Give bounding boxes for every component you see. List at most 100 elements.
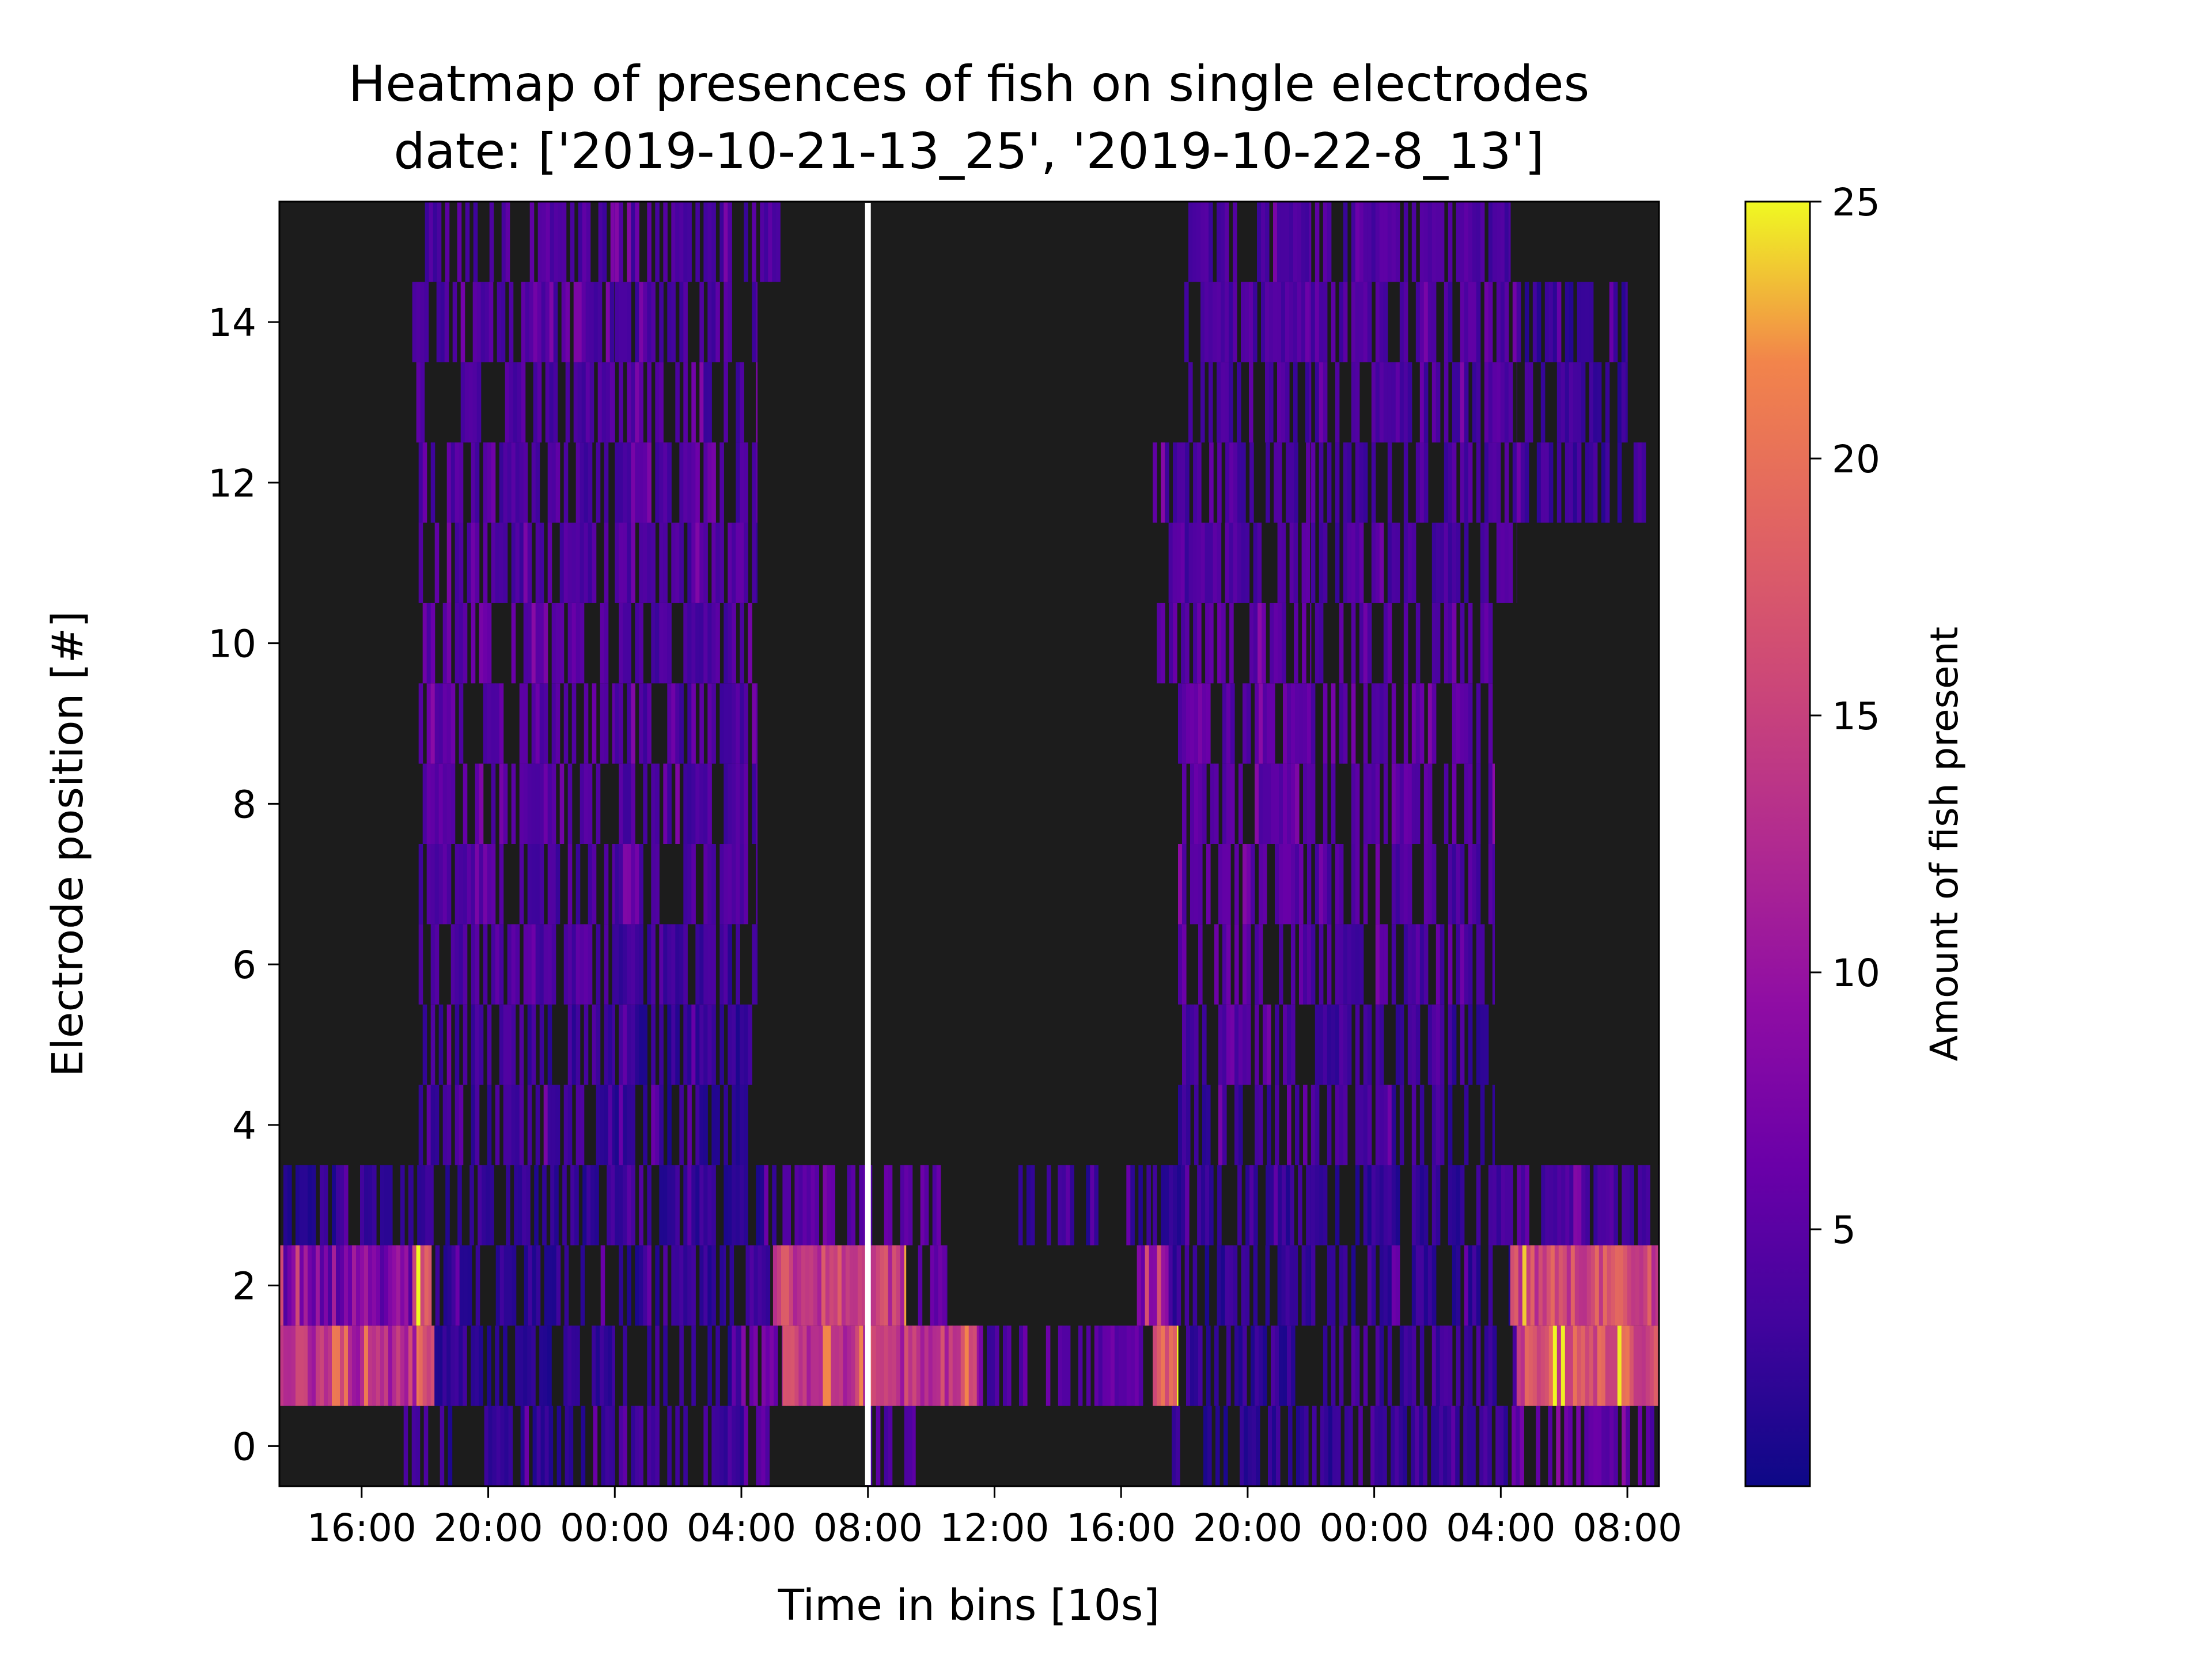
heatmap-cell	[691, 1004, 696, 1085]
heatmap-cell	[1046, 1165, 1051, 1245]
heatmap-cell	[703, 1406, 708, 1486]
heatmap-cell	[320, 1325, 324, 1406]
heatmap-cell	[1371, 362, 1376, 443]
heatmap-cell	[475, 924, 480, 1005]
heatmap-cell	[434, 1325, 439, 1406]
heatmap-cell	[1291, 924, 1296, 1005]
heatmap-cell	[324, 1325, 328, 1406]
heatmap-cell	[1448, 1165, 1453, 1245]
heatmap-cell	[1205, 522, 1210, 603]
heatmap-cell	[1283, 1325, 1287, 1406]
heatmap-cell	[1626, 1406, 1630, 1486]
heatmap-cell	[1383, 1165, 1388, 1245]
heatmap-cell	[279, 1245, 284, 1326]
heatmap-cell	[1255, 683, 1259, 764]
heatmap-cell	[527, 1004, 532, 1085]
heatmap-cell	[1310, 1245, 1316, 1326]
heatmap-cell	[1609, 282, 1614, 362]
heatmap-cell	[1251, 1325, 1255, 1406]
heatmap-cell	[1630, 1165, 1634, 1245]
heatmap-cell	[450, 924, 456, 1005]
heatmap-cell	[1468, 1245, 1473, 1326]
heatmap-cell	[1289, 1245, 1294, 1326]
heatmap-cell	[484, 1406, 489, 1486]
heatmap-cell	[912, 1406, 916, 1486]
heatmap-cell	[451, 1245, 456, 1326]
heatmap-cell	[1557, 1165, 1562, 1245]
heatmap-cell	[1419, 924, 1425, 1005]
heatmap-cell	[1182, 683, 1187, 764]
heatmap-cell	[1287, 844, 1291, 925]
heatmap-cell	[703, 603, 708, 684]
heatmap-cell	[588, 442, 593, 523]
heatmap-cell	[655, 442, 660, 523]
heatmap-cell	[1594, 1245, 1600, 1326]
heatmap-cell	[1468, 763, 1473, 844]
heatmap-cell	[1161, 1245, 1166, 1326]
heatmap-cell	[1351, 683, 1356, 764]
heatmap-cell	[569, 1406, 574, 1486]
heatmap-cell	[789, 1245, 794, 1326]
heatmap-cell	[711, 282, 716, 362]
heatmap-cell	[1351, 1245, 1356, 1326]
heatmap-cell	[987, 1325, 991, 1406]
heatmap-cell	[728, 1325, 732, 1406]
heatmap-cell	[639, 1245, 643, 1326]
heatmap-cell	[1375, 1165, 1380, 1245]
heatmap-cell	[1655, 1245, 1659, 1326]
heatmap-cell	[1275, 1004, 1279, 1085]
heatmap-cell	[1391, 763, 1396, 844]
heatmap-cell	[1157, 1325, 1161, 1406]
heatmap-cell	[663, 1165, 668, 1245]
heatmap-cell	[623, 1085, 627, 1165]
heatmap-cell	[1234, 1325, 1239, 1406]
heatmap-cell	[1375, 1004, 1380, 1085]
heatmap-cell	[952, 1325, 957, 1406]
heatmap-cell	[1549, 1165, 1554, 1245]
heatmap-cell	[483, 924, 488, 1005]
heatmap-cell	[683, 1004, 688, 1085]
heatmap-cell	[613, 362, 615, 443]
heatmap-cell	[553, 282, 558, 362]
heatmap-cell	[1403, 1406, 1407, 1486]
heatmap-cell	[519, 442, 524, 523]
heatmap-cell	[1500, 202, 1505, 282]
heatmap-cell	[496, 1406, 501, 1486]
heatmap-cell	[821, 1245, 826, 1326]
heatmap-cell	[1363, 442, 1368, 523]
heatmap-cell	[573, 362, 578, 443]
heatmap-cell	[519, 683, 524, 764]
heatmap-cell	[1178, 683, 1183, 764]
heatmap-cell	[683, 603, 688, 684]
heatmap-cell	[1468, 603, 1473, 684]
heatmap-cell	[499, 442, 504, 523]
heatmap-cell	[1209, 1165, 1214, 1245]
heatmap-cell	[1468, 1004, 1473, 1085]
heatmap-cell	[425, 1165, 430, 1245]
heatmap-cell	[835, 1325, 839, 1406]
heatmap-cell	[1169, 603, 1173, 684]
heatmap-cell	[584, 763, 589, 844]
heatmap-cell	[1375, 683, 1380, 764]
heatmap-cell	[719, 844, 724, 925]
heatmap-cell	[430, 603, 435, 684]
heatmap-cell	[535, 683, 540, 764]
heatmap-cell	[531, 924, 536, 1005]
heatmap-cell	[872, 1245, 877, 1326]
heatmap-cell	[1196, 522, 1202, 603]
heatmap-cell	[1504, 442, 1509, 523]
heatmap-cell	[308, 1245, 312, 1326]
heatmap-cell	[805, 1245, 810, 1326]
heatmap-cell	[1516, 1406, 1520, 1486]
heatmap-cell	[1371, 1165, 1376, 1245]
heatmap-cell	[491, 522, 496, 603]
heatmap-cell	[1589, 282, 1594, 362]
heatmap-cell	[1476, 1245, 1481, 1326]
heatmap-cell	[817, 1245, 822, 1326]
heatmap-cell	[1581, 1165, 1586, 1245]
heatmap-cell	[679, 202, 684, 282]
heatmap-cell	[469, 1165, 474, 1245]
heatmap-cell	[1185, 442, 1190, 523]
heatmap-cell	[1237, 1165, 1242, 1245]
heatmap-cell	[1374, 1406, 1379, 1486]
